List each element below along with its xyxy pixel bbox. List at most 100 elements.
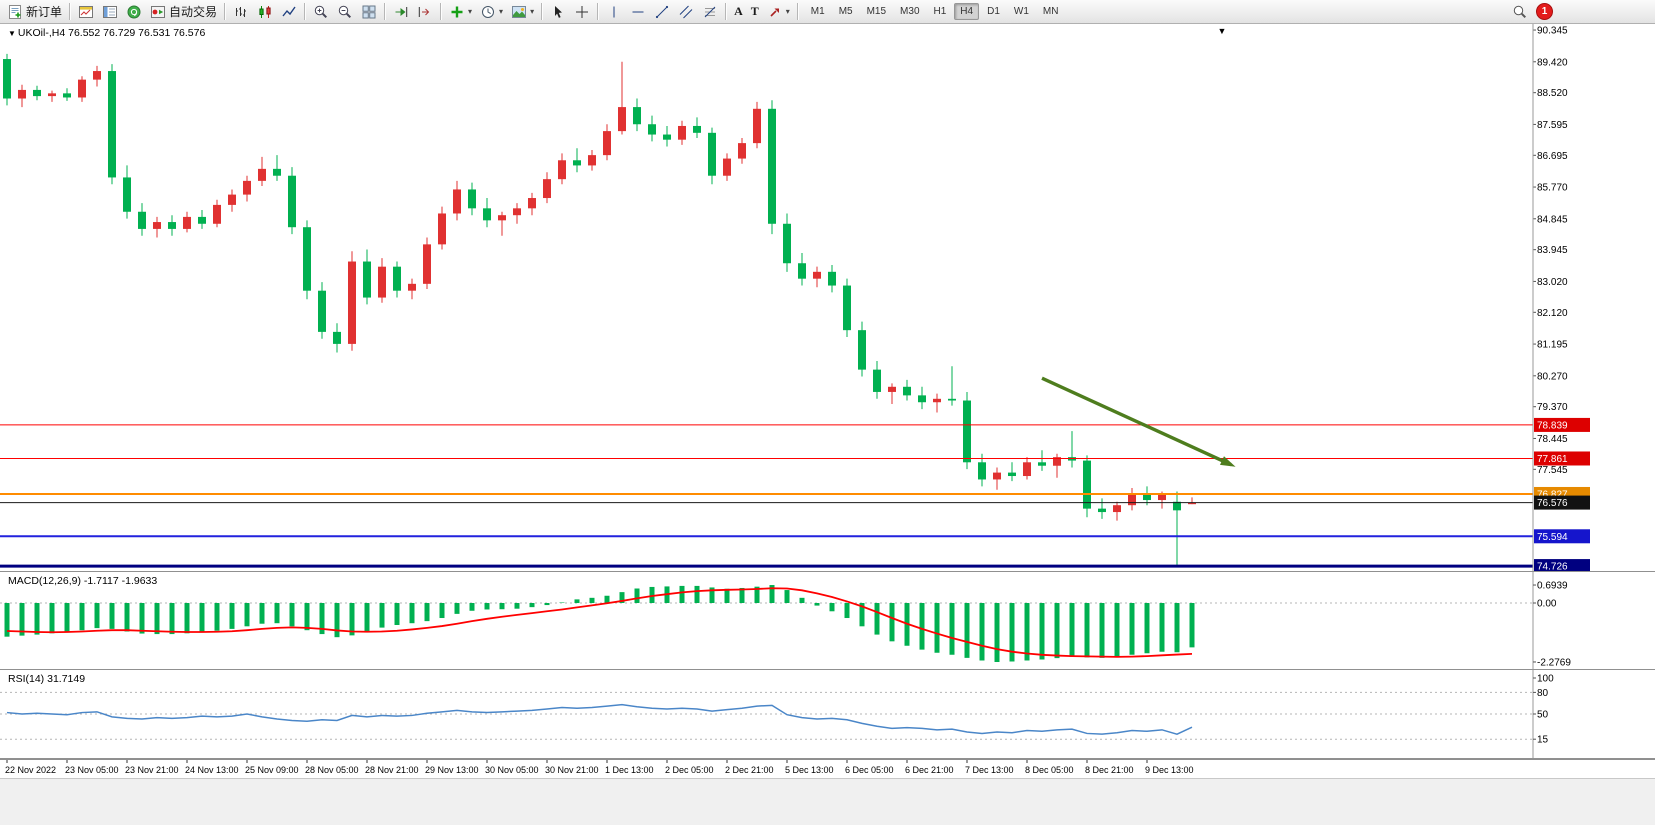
price-chart[interactable]: 90.345 89.420 88.520 87.595 86.695 85.770 84.8…: [0, 23, 1655, 571]
timeframe-button-h1[interactable]: H1: [933, 6, 947, 17]
fibonacci-button[interactable]: [698, 1, 722, 23]
toolbar-separator: [69, 3, 72, 20]
toolbar-separator: [796, 3, 799, 20]
timeframe-button-mn[interactable]: MN: [1042, 6, 1059, 17]
auto-scroll-icon: [393, 4, 409, 20]
svg-text:28 Nov 21:00: 28 Nov 21:00: [365, 765, 419, 775]
auto-trading-button[interactable]: 自动交易: [146, 1, 221, 23]
templates-button[interactable]: ▾: [507, 1, 538, 23]
svg-text:6 Dec 21:00: 6 Dec 21:00: [905, 765, 954, 775]
timeframe-button-m1[interactable]: M1: [810, 6, 825, 17]
svg-text:100: 100: [1537, 674, 1554, 685]
svg-text:88.520: 88.520: [1537, 88, 1568, 99]
timeframe-button-m15[interactable]: M15: [866, 6, 887, 17]
svg-text:8 Dec 21:00: 8 Dec 21:00: [1085, 765, 1134, 775]
svg-text:22 Nov 2022: 22 Nov 2022: [5, 765, 56, 775]
timeframe-button-d1[interactable]: D1: [987, 6, 1000, 17]
zoom-in-button[interactable]: [309, 1, 333, 23]
svg-text:28 Nov 05:00: 28 Nov 05:00: [305, 765, 359, 775]
crosshair-icon: [574, 4, 590, 20]
svg-text:87.595: 87.595: [1537, 120, 1568, 131]
bottom-filler: [0, 778, 1655, 825]
symbol-ohlc-overlay: ▼ UKOil-,H4 76.552 76.729 76.531 76.576: [8, 27, 205, 39]
candlestick-chart-icon: [257, 4, 273, 20]
time-axis: 22 Nov 2022 23 Nov 05:00 23 Nov 21:00 24 No…: [0, 759, 1655, 775]
tile-windows-button[interactable]: [357, 1, 381, 23]
indicators-button[interactable]: ▾: [445, 1, 476, 23]
bar-chart-button[interactable]: [229, 1, 253, 23]
timeframe-buttons: M1 M5 M15 M30 H1 H4 D1 W1 MN: [804, 3, 1066, 20]
svg-text:2 Dec 05:00: 2 Dec 05:00: [665, 765, 714, 775]
svg-text:79.370: 79.370: [1537, 402, 1568, 413]
rsi-panel[interactable]: 100 80 50 15: [0, 670, 1655, 758]
svg-text:▼: ▼: [1218, 26, 1227, 36]
svg-text:80: 80: [1537, 688, 1549, 699]
panel-splitter[interactable]: [0, 669, 1655, 670]
rsi-label: RSI(14) 31.7149: [8, 673, 85, 685]
notification-badge[interactable]: 1: [1536, 3, 1553, 20]
arrows-tool-button[interactable]: ▾: [763, 1, 794, 23]
horizontal-line-button[interactable]: [626, 1, 650, 23]
channel-button[interactable]: [674, 1, 698, 23]
text-label-tool-label: T: [750, 4, 759, 18]
timeframe-button-h4[interactable]: H4: [954, 3, 980, 20]
svg-text:75.594: 75.594: [1537, 532, 1568, 543]
svg-text:23 Nov 21:00: 23 Nov 21:00: [125, 765, 179, 775]
cursor-icon: [555, 5, 563, 18]
svg-text:86.695: 86.695: [1537, 151, 1568, 162]
timeframe-button-m5[interactable]: M5: [838, 6, 853, 17]
svg-text:78.445: 78.445: [1537, 434, 1568, 445]
market-watch-icon: [78, 4, 94, 20]
svg-text:84.845: 84.845: [1537, 214, 1568, 225]
svg-text:29 Nov 13:00: 29 Nov 13:00: [425, 765, 479, 775]
dropdown-caret-icon: ▾: [530, 6, 535, 16]
timeframe-button-w1[interactable]: W1: [1013, 6, 1029, 17]
search-icon[interactable]: [1512, 4, 1528, 20]
line-chart-icon: [281, 4, 297, 20]
terminal-icon: [126, 4, 142, 20]
auto-scroll-button[interactable]: [389, 1, 413, 23]
periods-button[interactable]: ▾: [476, 1, 507, 23]
candlestick-chart-button[interactable]: [253, 1, 277, 23]
text-tool-button[interactable]: A: [730, 1, 747, 23]
svg-text:30 Nov 21:00: 30 Nov 21:00: [545, 765, 599, 775]
panel-splitter[interactable]: [0, 571, 1655, 572]
market-watch-button[interactable]: [74, 1, 98, 23]
macd-panel[interactable]: 0.6939 0.00 -2.2769: [0, 572, 1655, 669]
periods-clock-icon: [480, 4, 496, 20]
line-chart-button[interactable]: [277, 1, 301, 23]
svg-text:-2.2769: -2.2769: [1537, 657, 1571, 668]
chart-window: 90.345 89.420 88.520 87.595 86.695 85.770 84.8…: [0, 23, 1655, 825]
toolbar-separator: [440, 3, 443, 20]
chart-shift-icon: [417, 4, 433, 20]
new-order-button[interactable]: 新订单: [3, 1, 66, 23]
panel-splitter[interactable]: [0, 758, 1655, 759]
chart-shift-button[interactable]: [413, 1, 437, 23]
toolbar-separator: [224, 3, 227, 20]
timeframe-button-m30[interactable]: M30: [900, 6, 920, 17]
svg-text:1 Dec 13:00: 1 Dec 13:00: [605, 765, 654, 775]
toolbar-separator: [597, 3, 600, 20]
crosshair-button[interactable]: [570, 1, 594, 23]
terminal-button[interactable]: [122, 1, 146, 23]
svg-text:83.945: 83.945: [1537, 245, 1568, 256]
navigator-button[interactable]: [98, 1, 122, 23]
vertical-line-button[interactable]: [602, 1, 626, 23]
svg-text:82.120: 82.120: [1537, 308, 1568, 319]
cursor-button[interactable]: [546, 1, 570, 23]
svg-text:6 Dec 05:00: 6 Dec 05:00: [845, 765, 894, 775]
rsi-value: 31.7149: [47, 673, 86, 685]
svg-text:24 Nov 13:00: 24 Nov 13:00: [185, 765, 239, 775]
svg-text:15: 15: [1537, 735, 1549, 746]
symbol-title: UKOil-,H4: [17, 27, 66, 39]
text-label-tool-button[interactable]: T: [747, 1, 763, 23]
zoom-out-button[interactable]: [333, 1, 357, 23]
bar-chart-icon: [233, 4, 249, 20]
arrows-tool-icon: [767, 8, 779, 20]
svg-text:83.020: 83.020: [1537, 277, 1568, 288]
templates-icon: [511, 4, 527, 20]
toolbar-separator: [384, 3, 387, 20]
symbol-marker-icon: ▼: [8, 29, 16, 38]
trendline-button[interactable]: [650, 1, 674, 23]
new-order-icon: [7, 4, 23, 20]
